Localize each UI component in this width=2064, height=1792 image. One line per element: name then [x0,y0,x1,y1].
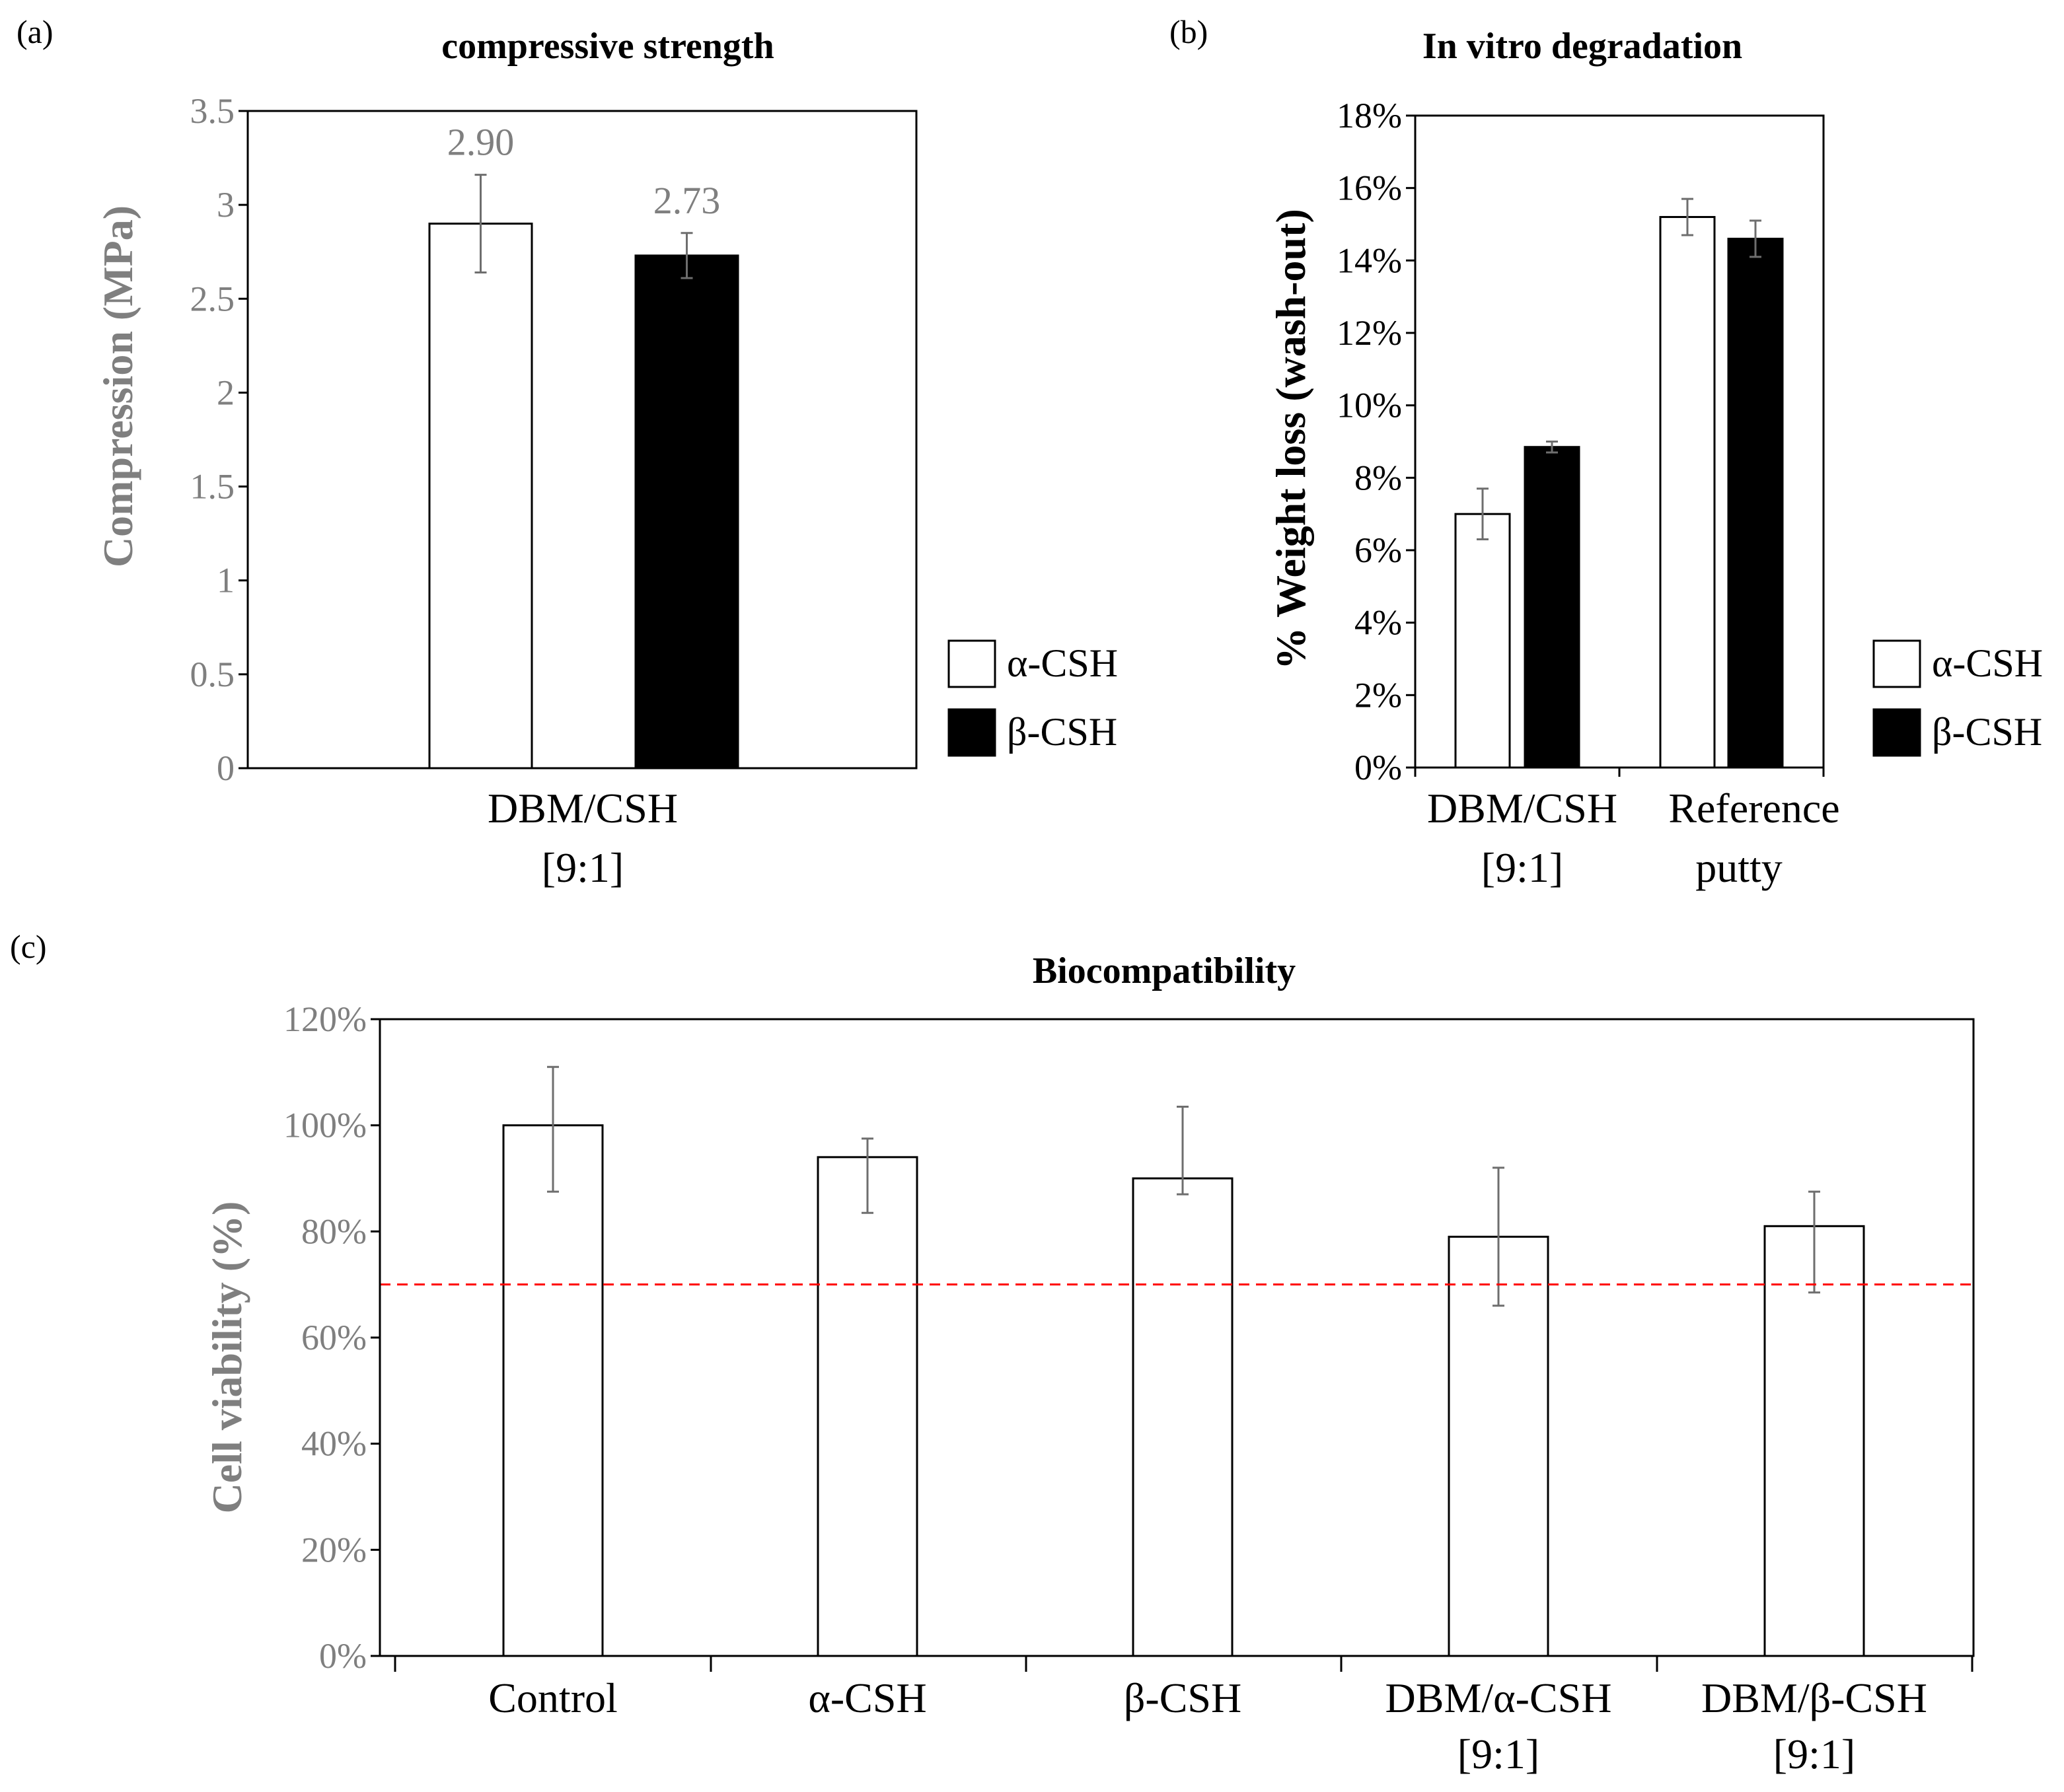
panel-b-bar-beta [1524,446,1580,769]
panel-a-category-line1: DBM/CSH [488,785,678,832]
panel-b-label: (b) [1169,13,1208,50]
panel-a-legend-swatch-beta [947,708,996,757]
panel-c-category-label: [9:1] [1773,1731,1855,1777]
panel-c-bar [1132,1177,1234,1657]
panel-c-y-tick-label: 0% [319,1636,367,1676]
panel-a: (a) compressive strength Compression (MP… [17,13,1118,891]
panel-a-y-ticks: 0 0.5 1 1.5 2 2.5 3 3.5 [190,91,248,788]
panel-b-y-ticks: 0% 2% 4% 6% 8% 10% 12% 14% 16% 18% [1337,96,1415,787]
panel-a-data-label: 2.90 [447,121,515,164]
panel-b: (b) In vitro degradation % Weight loss (… [1169,13,2043,891]
panel-a-title: compressive strength [441,26,774,67]
panel-a-y-tick-label: 2.5 [190,279,235,318]
panel-b-category-2-line2: putty [1695,844,1783,891]
panel-b-bar-alpha [1454,513,1511,769]
panel-b-legend-swatch-alpha [1872,639,1921,688]
panel-a-y-tick-label: 3.5 [190,91,235,131]
panel-a-y-tick-label: 0.5 [190,655,235,694]
panel-b-y-axis-label: % Weight loss (wash-out) [1267,209,1314,670]
panel-a-y-tick-label: 1.5 [190,467,235,507]
panel-c-title: Biocompatibility [1033,950,1296,991]
panel-b-y-tick-label: 8% [1354,458,1402,497]
panel-b-bars [1414,197,1825,777]
panel-c-category-label: β-CSH [1124,1674,1241,1721]
panel-c-y-axis-label: Cell viability (%) [203,1201,250,1514]
panel-c-bar [817,1156,918,1657]
panel-c-y-tick-label: 100% [283,1106,367,1145]
panel-b-bar-alpha [1659,216,1716,769]
panel-c-label: (c) [10,928,47,965]
panel-c-y-tick-label: 20% [301,1530,367,1569]
panel-b-legend-swatch-beta [1872,708,1921,757]
panel-b-category-2-line1: Reference [1668,785,1839,832]
panel-b-category-1-line2: [9:1] [1481,844,1563,891]
panel-b-title: In vitro degradation [1422,26,1742,67]
panel-c-bar [1763,1225,1865,1657]
panel-c-y-tick-label: 80% [301,1211,367,1251]
panel-c-category-label: α-CSH [808,1674,926,1721]
panel-c: (c) Biocompatibility Cell viability (%) … [10,928,1975,1777]
panel-c-y-tick-label: 120% [283,999,367,1039]
panel-c-category-label: DBM/β-CSH [1701,1674,1927,1721]
panel-a-y-tick-label: 3 [217,185,235,225]
panel-a-category-line2: [9:1] [542,844,624,891]
panel-c-y-ticks: 0% 20% 40% 60% 80% 100% 120% [283,999,380,1676]
panel-b-y-tick-label: 0% [1354,748,1402,787]
panel-a-bar-alpha [428,223,533,770]
panel-a-y-tick-label: 2 [217,373,235,412]
panel-b-plot-frame [1414,114,1825,769]
panel-b-legend-label-beta: β-CSH [1932,710,2042,754]
panel-b-y-tick-label: 2% [1354,675,1402,715]
panel-c-category-label: Control [488,1674,618,1721]
panel-b-y-tick-label: 14% [1337,240,1402,280]
panel-a-y-tick-label: 0 [217,748,235,788]
panel-a-data-label: 2.73 [653,179,721,222]
panel-c-bar [502,1124,604,1657]
panel-b-y-tick-label: 18% [1337,96,1402,135]
panel-b-y-tick-label: 16% [1337,168,1402,208]
panel-c-x-ticks [394,1656,1973,1672]
panel-a-legend-swatch-alpha [947,639,996,688]
panel-b-legend: α-CSH β-CSH [1872,639,2043,757]
panel-b-y-tick-label: 4% [1354,603,1402,643]
panel-c-category-label: [9:1] [1457,1731,1539,1777]
panel-b-y-tick-label: 10% [1337,386,1402,425]
panel-b-bar-beta [1727,237,1784,769]
panel-a-bar-beta [634,254,739,770]
panel-a-y-tick-label: 1 [217,561,235,600]
panel-b-y-tick-label: 6% [1354,530,1402,570]
panel-c-y-tick-label: 60% [301,1318,367,1357]
panel-a-bars: 2.90 2.73 [428,121,739,770]
panel-b-y-tick-label: 12% [1337,313,1402,353]
panel-a-plot-frame [246,110,918,770]
panel-c-y-tick-label: 40% [301,1424,367,1464]
panel-a-legend-label-alpha: α-CSH [1007,641,1118,685]
panel-b-category-1-line1: DBM/CSH [1427,785,1617,832]
panel-c-category-label: DBM/α-CSH [1385,1674,1612,1721]
panel-c-bars [502,1065,1865,1657]
panel-c-plot-frame [379,1018,1975,1657]
panel-a-legend-label-beta: β-CSH [1007,710,1117,754]
panel-b-legend-label-alpha: α-CSH [1932,641,2043,685]
panel-a-y-axis-label: Compression (MPa) [94,205,141,567]
panel-a-label: (a) [17,13,54,50]
panel-a-legend: α-CSH β-CSH [947,639,1118,757]
panel-c-categories: Control α-CSH β-CSH DBM/α-CSH [9:1] DBM/β-CSH… [488,1674,1927,1777]
